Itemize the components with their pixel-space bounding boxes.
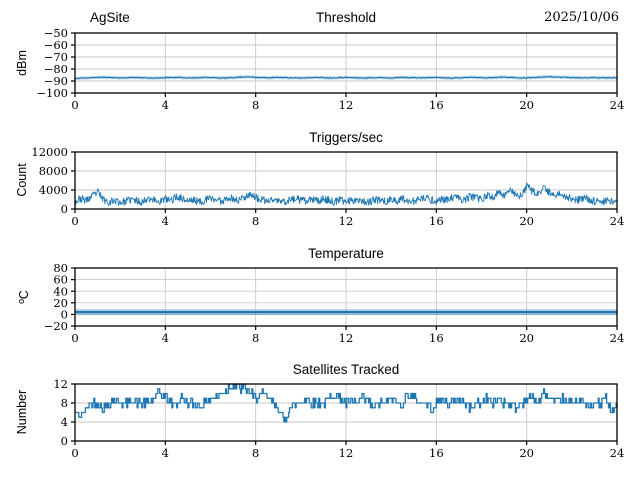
ylabel-number: Number (15, 389, 29, 435)
site-label: AgSite (90, 10, 130, 25)
y-tick-label: 4 (61, 415, 68, 429)
y-tick-label: 8 (61, 396, 68, 410)
x-tick-label: 4 (162, 98, 169, 112)
y-tick-label: 20 (53, 296, 68, 310)
y-tick-label: 80 (53, 261, 68, 275)
x-tick-label: 4 (162, 331, 169, 345)
x-tick-label: 16 (429, 98, 444, 112)
ylabel-dbm: dBm (15, 50, 29, 76)
y-tick-label: −60 (44, 38, 68, 52)
satellites-title-row: Satellites Tracked (75, 362, 617, 378)
data-series-satellites (75, 383, 618, 423)
y-tick-label: −100 (36, 86, 68, 100)
y-tick-label: 4000 (39, 183, 68, 197)
x-tick-label: 24 (610, 98, 625, 112)
ylabel-count: Count (15, 163, 29, 197)
y-tick-label: 0 (61, 434, 68, 448)
y-tick-label: 0 (61, 202, 68, 216)
x-tick-label: 12 (339, 214, 354, 228)
x-tick-label: 16 (429, 446, 444, 460)
x-tick-label: 20 (519, 214, 534, 228)
x-tick-label: 24 (610, 446, 625, 460)
x-tick-label: 0 (71, 331, 78, 345)
y-tick-label: −50 (44, 26, 68, 40)
y-tick-label: −90 (44, 74, 68, 88)
threshold-title-row: AgSite Threshold 2025/10/06 (75, 10, 619, 26)
x-tick-label: 0 (71, 98, 78, 112)
date-label: 2025/10/06 (544, 10, 619, 25)
x-tick-label: 16 (429, 331, 444, 345)
threshold-title: Threshold (315, 10, 377, 25)
x-tick-label: 24 (610, 214, 625, 228)
chart-triggers: 0 4000 8000 12000 0 4 8 12 16 20 24 (31, 145, 624, 228)
x-tick-label: 8 (252, 331, 259, 345)
chart-satellites: 0 4 8 12 0 4 8 12 16 20 24 (53, 377, 624, 460)
satellites-title: Satellites Tracked (292, 362, 400, 377)
x-tick-label: 8 (252, 214, 259, 228)
triggers-title-row: Triggers/sec (75, 130, 617, 146)
y-tick-label: 8000 (39, 164, 68, 178)
y-tick-label: −80 (44, 62, 68, 76)
temperature-title: Temperature (308, 246, 384, 261)
x-tick-label: 24 (610, 331, 625, 345)
x-tick-label: 20 (519, 446, 534, 460)
y-tick-label: 12 (53, 377, 68, 391)
x-tick-label: 12 (339, 98, 354, 112)
x-tick-label: 8 (252, 98, 259, 112)
x-tick-label: 0 (71, 446, 78, 460)
data-series-triggers (74, 182, 618, 207)
y-tick-label: 0 (61, 308, 68, 322)
x-tick-label: 16 (429, 214, 444, 228)
x-tick-label: 0 (71, 214, 78, 228)
x-tick-label: 12 (339, 331, 354, 345)
x-tick-label: 4 (162, 214, 169, 228)
x-tick-label: 12 (339, 446, 354, 460)
x-tick-label: 4 (162, 446, 169, 460)
data-series-threshold (74, 75, 618, 80)
ylabel-degc: ºC (17, 290, 31, 304)
x-tick-label: 20 (519, 331, 534, 345)
x-tick-label: 8 (252, 446, 259, 460)
triggers-title: Triggers/sec (309, 130, 383, 145)
y-tick-label: −20 (44, 319, 68, 333)
y-tick-label: 12000 (31, 145, 68, 159)
y-tick-label: 60 (53, 273, 68, 287)
y-tick-label: −70 (44, 50, 68, 64)
temperature-title-row: Temperature (75, 246, 617, 262)
x-tick-label: 20 (519, 98, 534, 112)
y-tick-label: 40 (53, 284, 68, 298)
